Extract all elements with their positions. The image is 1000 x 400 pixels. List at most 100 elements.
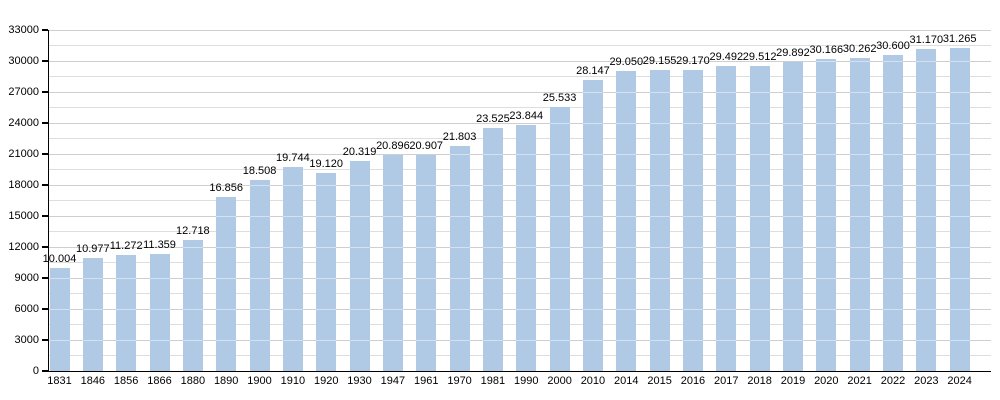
bar-2021 bbox=[849, 58, 870, 371]
y-axis-tick bbox=[42, 153, 48, 155]
x-axis-tick-label: 1866 bbox=[147, 375, 172, 387]
bar-value-label: 16.856 bbox=[209, 181, 244, 194]
x-axis-tick-label: 2000 bbox=[547, 375, 572, 387]
bar-1880 bbox=[182, 239, 203, 371]
x-axis-line bbox=[48, 371, 991, 372]
bar-1866 bbox=[149, 253, 170, 371]
bar-gridline-stripe bbox=[48, 153, 991, 155]
y-axis-tick-label: 24000 bbox=[8, 117, 39, 129]
x-axis-tick-label: 2024 bbox=[947, 375, 972, 387]
bar-gridline-stripe bbox=[48, 277, 991, 279]
bar-value-label: 23.844 bbox=[509, 109, 544, 122]
bar-1890 bbox=[216, 196, 237, 371]
bar-gridline-stripe bbox=[48, 184, 991, 186]
y-axis-tick bbox=[42, 277, 48, 279]
bar-1856 bbox=[116, 254, 137, 371]
x-axis-tick-label: 1970 bbox=[447, 375, 472, 387]
bar-value-label: 19.744 bbox=[276, 151, 310, 164]
bar-2014 bbox=[616, 70, 637, 371]
bar-1920 bbox=[316, 173, 337, 371]
bar-value-label: 29.492 bbox=[709, 51, 744, 64]
y-axis-tick bbox=[42, 339, 48, 341]
y-axis-tick bbox=[42, 246, 48, 248]
bar-value-label: 29.050 bbox=[609, 55, 644, 68]
y-axis-tick bbox=[42, 29, 48, 31]
x-axis-tick-label: 1920 bbox=[313, 375, 339, 387]
x-axis-tick-label: 2023 bbox=[914, 375, 939, 387]
bar-2016 bbox=[682, 69, 703, 371]
bar-value-label: 21.803 bbox=[442, 130, 477, 143]
bar-value-label: 20.907 bbox=[409, 139, 444, 152]
x-axis-tick-label: 1900 bbox=[247, 375, 272, 387]
bar-gridline-stripe bbox=[48, 246, 991, 248]
bar-1930 bbox=[349, 161, 370, 371]
bar-value-label: 29.155 bbox=[642, 54, 677, 67]
y-axis-tick bbox=[42, 122, 48, 124]
bar-value-label: 11.359 bbox=[143, 238, 176, 251]
bar-value-label: 20.896 bbox=[376, 140, 410, 153]
y-axis-line bbox=[48, 30, 49, 372]
minor-gridline bbox=[48, 107, 991, 108]
bar-value-label: 30.166 bbox=[809, 44, 844, 57]
bar-value-label: 30.600 bbox=[876, 39, 910, 52]
bar-value-label: 12.718 bbox=[176, 224, 210, 237]
bar-1831 bbox=[49, 267, 70, 371]
bar-value-label: 25.533 bbox=[542, 92, 577, 105]
bar-gridline-stripe bbox=[48, 339, 991, 341]
bar-2010 bbox=[582, 80, 603, 371]
x-axis-tick-label: 1947 bbox=[380, 375, 406, 387]
bar-1947 bbox=[382, 155, 403, 371]
bar-value-label: 11.272 bbox=[109, 239, 143, 252]
bar-value-label: 23.525 bbox=[476, 112, 510, 125]
y-axis-tick bbox=[42, 60, 48, 62]
x-axis-tick-label: 1846 bbox=[80, 375, 106, 387]
bar-gridline-stripe bbox=[48, 122, 991, 124]
bar-value-label: 20.319 bbox=[342, 146, 377, 159]
y-axis-tick-label: 18000 bbox=[8, 179, 39, 191]
y-axis-tick-label: 9000 bbox=[14, 272, 39, 284]
bar-2023 bbox=[916, 48, 937, 371]
x-axis-tick-label: 2022 bbox=[880, 375, 906, 387]
bar-value-label: 18.508 bbox=[242, 164, 277, 177]
y-axis-tick bbox=[42, 215, 48, 217]
bar-value-label: 30.262 bbox=[842, 43, 877, 56]
major-gridline bbox=[48, 91, 991, 93]
bar-2024 bbox=[949, 47, 970, 371]
x-axis-tick-label: 1910 bbox=[280, 375, 306, 387]
bar-value-label: 29.170 bbox=[676, 54, 710, 67]
x-axis-tick-label: 2017 bbox=[714, 375, 739, 387]
bar-value-label: 29.892 bbox=[776, 47, 810, 60]
bar-value-label: 19.120 bbox=[309, 158, 344, 171]
y-axis-tick-label: 33000 bbox=[8, 24, 39, 36]
x-axis-tick-label: 1880 bbox=[180, 375, 206, 387]
y-axis-tick-label: 21000 bbox=[8, 148, 39, 160]
bar-1961 bbox=[416, 154, 437, 371]
x-axis-tick-label: 2018 bbox=[747, 375, 772, 387]
bar-gridline-stripe bbox=[48, 308, 991, 310]
minor-gridline bbox=[48, 76, 991, 77]
bar-value-label: 31.265 bbox=[942, 32, 977, 45]
minor-gridline bbox=[48, 45, 991, 46]
y-axis-tick-label: 0 bbox=[32, 365, 39, 377]
bar-value-label: 29.512 bbox=[742, 51, 777, 64]
bar-gridline-stripe bbox=[48, 91, 991, 93]
bar-1900 bbox=[249, 179, 270, 371]
bar-2022 bbox=[883, 54, 903, 371]
x-axis-tick-label: 2021 bbox=[847, 375, 872, 387]
y-axis-tick-label: 6000 bbox=[14, 303, 39, 315]
major-gridline bbox=[48, 122, 991, 124]
bar-2019 bbox=[782, 62, 803, 371]
y-axis-tick bbox=[42, 370, 48, 372]
bar-1981 bbox=[482, 127, 503, 371]
bar-2000 bbox=[549, 107, 570, 371]
y-axis-tick-label: 12000 bbox=[8, 241, 39, 253]
y-axis-tick-label: 3000 bbox=[14, 334, 39, 346]
x-axis-tick-label: 2010 bbox=[580, 375, 606, 387]
y-axis-tick-label: 15000 bbox=[8, 210, 39, 222]
bar-2018 bbox=[749, 66, 770, 371]
bar-2017 bbox=[716, 66, 737, 371]
x-axis-tick-label: 1981 bbox=[480, 375, 506, 387]
bar-1846 bbox=[82, 257, 103, 371]
x-axis-tick-label: 1890 bbox=[213, 375, 239, 387]
bar-1970 bbox=[449, 145, 470, 371]
